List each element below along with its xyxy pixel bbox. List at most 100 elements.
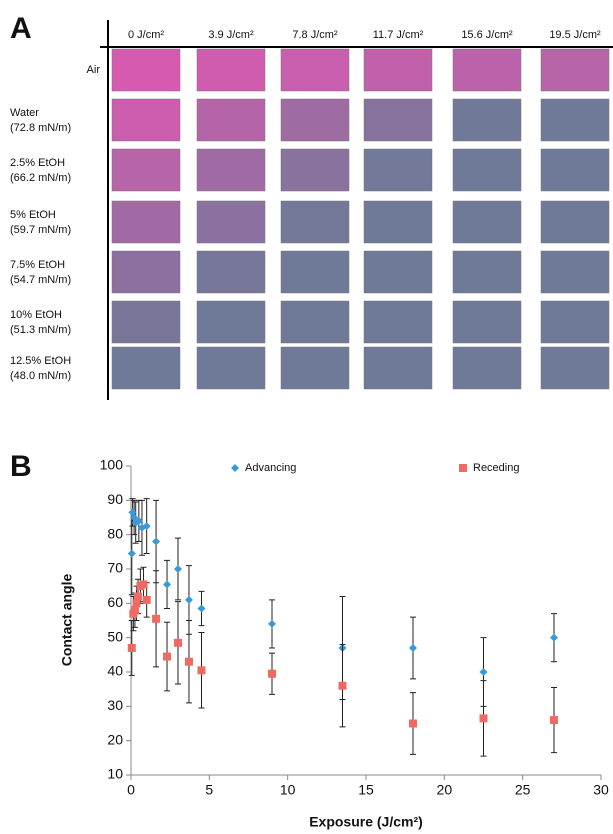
sample-image <box>196 346 266 390</box>
sample-image <box>540 48 610 92</box>
legend-marker <box>459 464 467 472</box>
x-axis-label: Exposure (J/cm²) <box>309 814 423 830</box>
sample-image <box>452 148 522 192</box>
column-header: 15.6 J/cm² <box>461 29 513 41</box>
data-point <box>409 643 417 652</box>
sample-image <box>363 300 433 344</box>
sample-image <box>280 200 350 244</box>
y-tick-label: 30 <box>107 697 123 713</box>
row-label: 2.5% EtOH <box>10 157 65 169</box>
row-label: 5% EtOH <box>10 209 56 221</box>
row-sublabel: (51.3 mN/m) <box>10 324 71 336</box>
sample-image <box>540 250 610 294</box>
sample-image <box>111 300 181 344</box>
sample-image <box>363 148 433 192</box>
data-point <box>184 595 193 604</box>
data-point <box>134 516 143 525</box>
data-point <box>184 657 193 666</box>
sample-image <box>280 250 350 294</box>
row-sublabel: (72.8 mN/m) <box>10 122 71 134</box>
data-point <box>268 619 276 628</box>
sample-image <box>540 346 610 390</box>
column-header: 19.5 J/cm² <box>549 29 601 41</box>
data-point <box>127 643 136 652</box>
sample-image <box>363 48 433 92</box>
column-header: 3.9 J/cm² <box>208 29 254 41</box>
legend-label: Advancing <box>245 462 296 474</box>
y-tick-label: 10 <box>107 766 123 782</box>
column-header: 11.7 J/cm² <box>373 29 424 41</box>
sample-image <box>111 200 181 244</box>
data-point <box>479 668 488 676</box>
row-label: 12.5% EtOH <box>10 355 71 367</box>
sample-image <box>196 98 266 142</box>
data-point <box>550 716 558 725</box>
sample-image <box>196 148 266 192</box>
sample-image <box>280 48 350 92</box>
row-sublabel: (66.2 mN/m) <box>10 172 71 184</box>
y-axis-label: Contact angle <box>59 574 75 667</box>
legend-label: Receding <box>473 462 519 474</box>
sample-image <box>452 300 522 344</box>
y-tick-label: 100 <box>100 457 124 473</box>
row-label: 7.5% EtOH <box>10 259 65 271</box>
x-tick-label: 20 <box>437 782 453 798</box>
x-tick-label: 15 <box>358 782 374 798</box>
row-sublabel: (54.7 mN/m) <box>10 274 71 286</box>
sample-image <box>540 98 610 142</box>
data-point <box>152 614 161 623</box>
sample-image <box>196 300 266 344</box>
panel-label: A <box>10 12 32 45</box>
row-sublabel: (59.7 mN/m) <box>10 224 71 236</box>
sample-image <box>111 346 181 390</box>
sample-image <box>111 98 181 142</box>
data-point <box>197 604 206 613</box>
x-tick-label: 30 <box>593 782 609 798</box>
column-header: 0 J/cm² <box>128 29 164 41</box>
sample-image <box>363 200 433 244</box>
sample-image <box>280 346 350 390</box>
sample-image <box>363 250 433 294</box>
y-tick-label: 20 <box>107 731 123 747</box>
sample-image <box>452 98 522 142</box>
data-point <box>550 633 558 642</box>
data-point <box>163 652 172 661</box>
data-point <box>127 549 136 558</box>
sample-image <box>111 250 181 294</box>
sample-image <box>280 98 350 142</box>
sample-image <box>452 250 522 294</box>
data-point <box>174 638 182 647</box>
x-tick-label: 10 <box>280 782 296 798</box>
data-point <box>268 669 276 678</box>
data-point <box>163 580 172 589</box>
sample-image <box>363 346 433 390</box>
y-tick-label: 70 <box>107 560 123 576</box>
sample-image <box>540 200 610 244</box>
data-point <box>139 580 148 589</box>
sample-image <box>452 48 522 92</box>
data-point <box>479 714 488 723</box>
sample-image <box>452 200 522 244</box>
x-tick-label: 0 <box>127 782 135 798</box>
x-tick-label: 25 <box>515 782 531 798</box>
data-point <box>338 681 347 690</box>
panel-label: B <box>10 450 32 483</box>
x-tick-label: 5 <box>205 782 213 798</box>
data-point <box>409 719 417 728</box>
sample-image <box>196 48 266 92</box>
data-point <box>142 522 151 531</box>
row-label: Water <box>10 107 39 119</box>
sample-image <box>196 200 266 244</box>
column-header: 7.8 J/cm² <box>292 29 338 41</box>
data-point <box>152 537 161 546</box>
row-label: 10% EtOH <box>10 309 62 321</box>
sample-image <box>280 300 350 344</box>
legend-marker <box>231 464 239 472</box>
y-tick-label: 40 <box>107 663 123 679</box>
y-tick-label: 90 <box>107 491 123 507</box>
row-sublabel: (48.0 mN/m) <box>10 370 71 382</box>
sample-image <box>111 48 181 92</box>
sample-image <box>280 148 350 192</box>
row-label: Air <box>87 64 101 76</box>
data-point <box>134 592 143 601</box>
